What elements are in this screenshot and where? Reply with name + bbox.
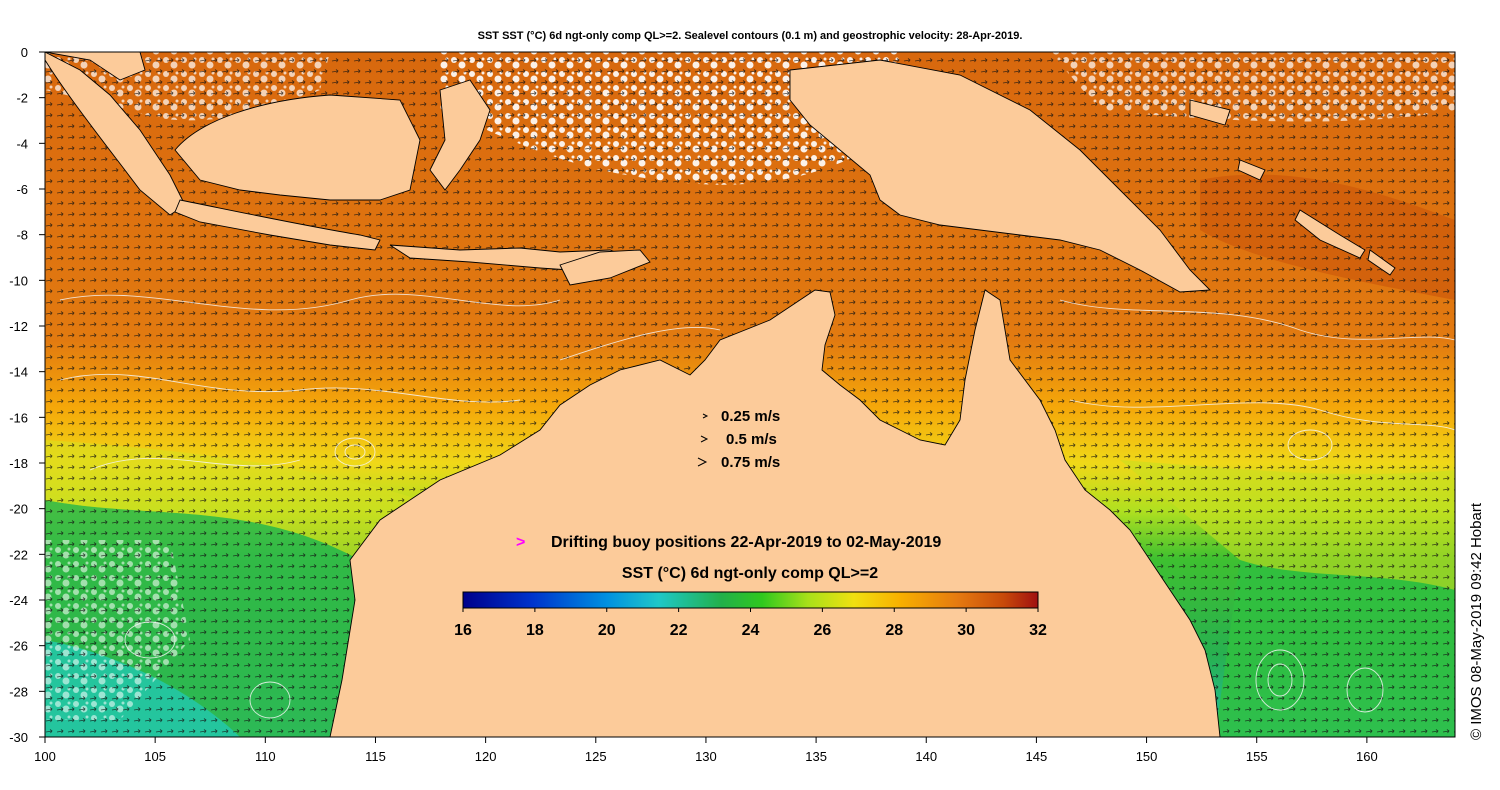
x-tick-label: 145 xyxy=(1026,749,1048,764)
x-tick-label: 140 xyxy=(915,749,937,764)
colorbar-tick-label: 18 xyxy=(526,622,544,639)
y-tick-label: -14 xyxy=(9,365,28,380)
colorbar-gradient xyxy=(462,591,1039,609)
y-tick-label: -10 xyxy=(9,273,28,288)
colorbar-tick-label: 22 xyxy=(670,622,688,639)
y-tick-label: -28 xyxy=(9,684,28,699)
y-tick-label: -22 xyxy=(9,547,28,562)
y-tick-label: -18 xyxy=(9,456,28,471)
y-tick-label: -30 xyxy=(9,730,28,745)
x-axis: 100 105 110 115 120 125 130 135 140 145 150 155 160 xyxy=(34,737,1378,764)
x-tick-label: 130 xyxy=(695,749,717,764)
x-tick-label: 120 xyxy=(475,749,497,764)
new-guinea xyxy=(789,59,1212,293)
x-tick-label: 115 xyxy=(365,749,386,764)
java xyxy=(174,199,381,251)
colorbar-tick-label: 28 xyxy=(885,622,903,639)
y-tick-label: -12 xyxy=(9,319,28,334)
sulawesi xyxy=(429,79,491,191)
x-tick-label: 155 xyxy=(1246,749,1268,764)
y-tick-label: -24 xyxy=(9,593,28,608)
y-tick-label: -26 xyxy=(9,639,28,654)
buoy-symbol: > xyxy=(516,534,525,551)
sumatra xyxy=(45,52,186,216)
colorbar-tick-label: 16 xyxy=(454,622,472,639)
land-masses xyxy=(45,52,1396,737)
plot-frame xyxy=(44,51,1456,738)
x-tick-label: 125 xyxy=(585,749,607,764)
y-tick-label: -16 xyxy=(9,410,28,425)
colorbar-tick-label: 30 xyxy=(957,622,975,639)
colorbar-tick-label: 32 xyxy=(1029,622,1047,639)
colorbar: SST (°C) 6d ngt-only comp QL>=2 16 18 20 22… xyxy=(454,565,1047,639)
colorbar-tick-label: 24 xyxy=(742,622,760,639)
x-tick-label: 110 xyxy=(255,749,276,764)
copyright-label: © IMOS 08-May-2019 09:42 Hobart xyxy=(1468,503,1485,740)
y-tick-label: -20 xyxy=(9,502,28,517)
colorbar-tick-label: 26 xyxy=(813,622,831,639)
velocity-label: 0.75 m/s xyxy=(721,454,780,471)
velocity-arrow-large xyxy=(697,457,708,467)
malay-peninsula xyxy=(45,52,146,81)
x-tick-label: 150 xyxy=(1136,749,1158,764)
x-tick-label: 100 xyxy=(34,749,56,764)
y-tick-label: -8 xyxy=(16,228,28,243)
map-title: SST SST (°C) 6d ngt-only comp QL>=2. Sea… xyxy=(477,30,1023,42)
velocity-arrow-small xyxy=(702,413,709,419)
colorbar-title: SST (°C) 6d ngt-only comp QL>=2 xyxy=(622,565,878,582)
y-tick-label: -4 xyxy=(16,136,28,151)
y-tick-label: -2 xyxy=(16,91,28,106)
y-tick-label: -6 xyxy=(16,182,28,197)
velocity-label: 0.25 m/s xyxy=(721,408,780,425)
borneo xyxy=(174,94,421,201)
velocity-label: 0.5 m/s xyxy=(726,431,777,448)
y-axis: 0 -2 -4 -6 -8 -10 -12 -14 -16 -18 -20 -22 -24 -26 -28 -… xyxy=(9,45,45,745)
x-tick-label: 160 xyxy=(1356,749,1378,764)
buoy-label: Drifting buoy positions 22-Apr-2019 to 0… xyxy=(551,534,941,551)
colorbar-tick-label: 20 xyxy=(598,622,616,639)
y-tick-label: 0 xyxy=(21,45,28,60)
velocity-legend: 0.25 m/s 0.5 m/s 0.75 m/s xyxy=(697,408,780,471)
buoy-legend: > Drifting buoy positions 22-Apr-2019 to… xyxy=(516,534,941,551)
x-tick-label: 135 xyxy=(805,749,827,764)
timor xyxy=(559,249,651,286)
x-tick-label: 105 xyxy=(144,749,166,764)
australia xyxy=(329,289,1221,737)
velocity-arrow-medium xyxy=(700,435,709,443)
